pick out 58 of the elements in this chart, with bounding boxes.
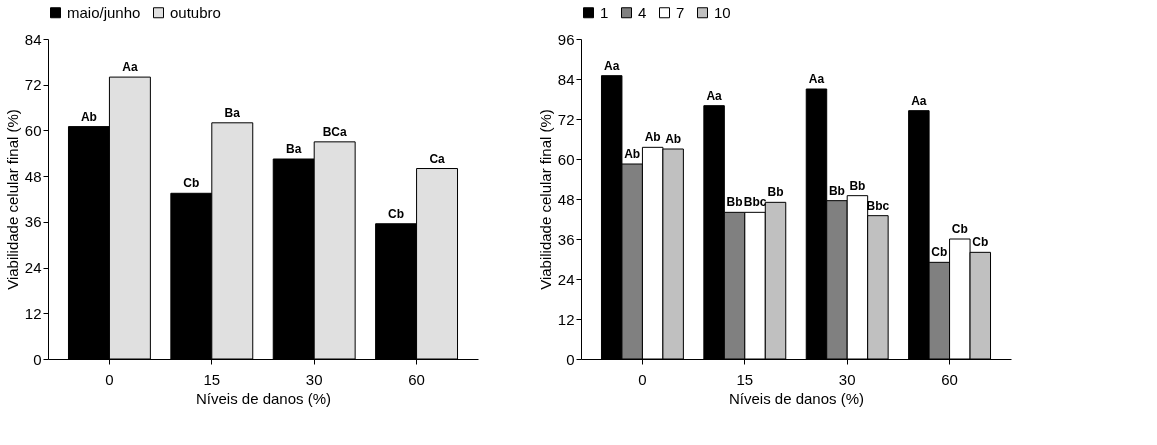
y-tick-label: 60 [557,150,575,168]
data-label: Cb [931,245,948,260]
y-tick-label: 60 [24,121,42,139]
data-label: Ab [624,147,641,161]
y-tick-label: 24 [24,259,42,277]
x-axis-title: Níveis de danos (%) [728,389,865,407]
y-tick-label: 72 [24,76,42,94]
data-label: BCa [322,124,347,139]
data-label: Bb [767,185,784,200]
y-tick-label: 36 [24,213,42,231]
x-axis-title: Níveis de danos (%) [195,389,332,407]
data-label: Bb [726,195,743,210]
data-label: Ba [224,105,241,120]
data-label: Aa [911,93,927,108]
data-label: Aa [122,60,138,75]
y-tick-label: 48 [24,167,42,185]
data-label: Ba [286,142,302,156]
y-tick-label: 0 [33,350,42,368]
x-tick-label: 30 [305,370,323,388]
data-label: Bb [849,178,866,193]
legend-label: outubro [170,3,221,21]
x-tick-label: 60 [941,370,958,388]
data-label: Aa [808,72,825,86]
y-axis-title: Viabilidade celular final (%) [536,109,554,290]
x-tick-label: 60 [408,370,425,388]
x-tick-label: 0 [638,370,647,388]
data-label: Ca [429,151,446,166]
legend-label: maio/junho [67,3,141,21]
y-axis-title: Viabilidade celular final (%) [3,109,21,290]
data-label: Bbc [743,195,767,210]
legend-label: 4 [638,3,647,21]
data-label: Cb [388,206,405,221]
data-label: Ab [80,109,97,124]
legend-label: 1 [600,3,609,21]
y-tick-label: 48 [557,190,575,208]
data-label: Aa [706,88,723,103]
legend-label: 7 [676,3,685,21]
y-tick-label: 0 [566,350,575,368]
x-tick-label: 0 [105,370,114,388]
y-tick-label: 84 [557,70,575,88]
x-tick-label: 30 [838,370,856,388]
x-tick-label: 15 [203,370,221,388]
data-label: Cb [972,235,989,250]
y-tick-label: 72 [557,110,575,128]
data-label: Ab [644,130,661,145]
data-label: Aa [604,58,620,73]
data-label: Cb [951,222,968,236]
y-tick-label: 36 [557,230,575,248]
y-tick-label: 96 [557,30,575,48]
legend-label: 10 [714,3,731,21]
data-label: Cb [183,176,200,191]
y-tick-label: 24 [557,270,575,288]
y-tick-label: 12 [24,304,42,322]
data-label: Ab [665,132,682,146]
y-tick-label: 84 [24,30,42,48]
data-label: Bb [828,183,845,198]
y-tick-label: 12 [557,310,575,328]
x-tick-label: 15 [736,370,754,388]
